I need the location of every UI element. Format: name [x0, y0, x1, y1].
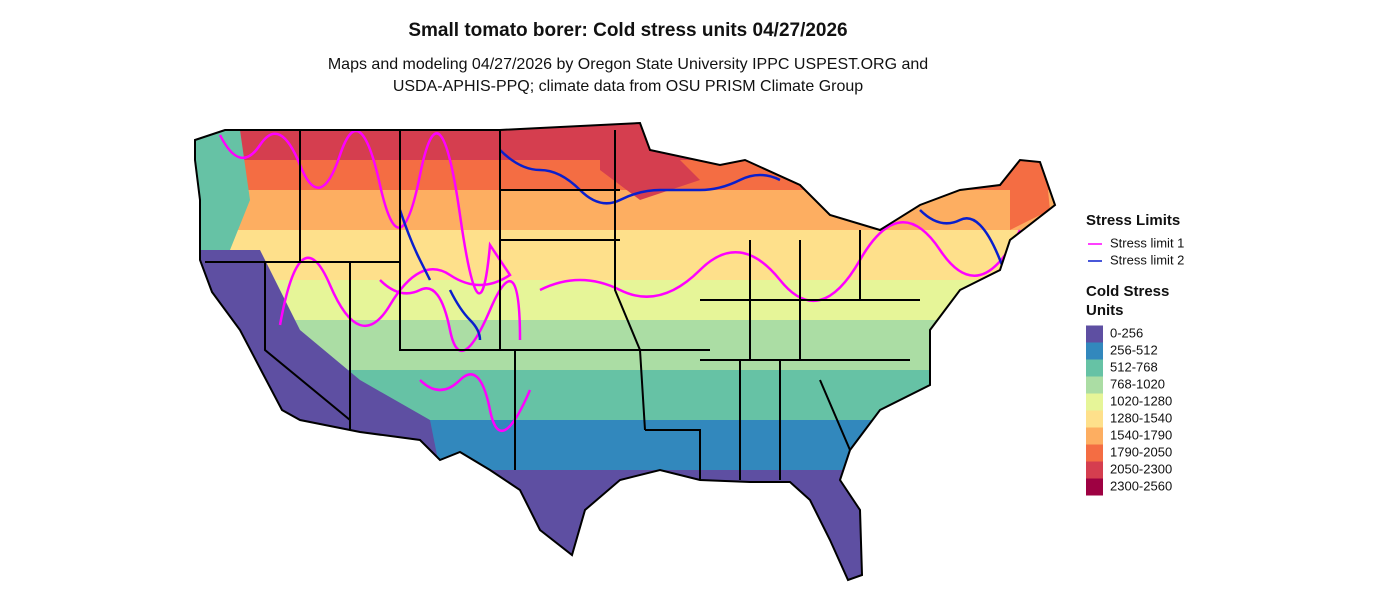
map-band: [600, 125, 700, 200]
map-band: [195, 420, 1055, 470]
legend-swatch: [1086, 478, 1103, 496]
map-band: [195, 320, 1055, 370]
legend-label: 2050-2300: [1110, 461, 1172, 476]
legend-label: 2300-2560: [1110, 478, 1172, 493]
legend-swatch: [1086, 359, 1103, 377]
legend-label: 256-512: [1110, 342, 1158, 357]
legend-swatch: [1086, 410, 1103, 428]
subtitle: Maps and modeling 04/27/2026 by Oregon S…: [328, 56, 928, 73]
legend-label: Stress limit 1: [1110, 235, 1184, 250]
legend-swatch: [1086, 376, 1103, 394]
legend-title: Cold Stress: [1086, 283, 1169, 300]
legend-swatch: [1086, 427, 1103, 445]
legend-label: 1020-1280: [1110, 393, 1172, 408]
legend-swatch: [1086, 342, 1103, 360]
legend-label: 768-1020: [1110, 376, 1165, 391]
legend-label: 1280-1540: [1110, 410, 1172, 425]
legend-label: 0-256: [1110, 325, 1143, 340]
map-band: [195, 280, 1055, 320]
legend: Stress Limits Cold Stress Units Stress l…: [1086, 212, 1184, 496]
legend-swatch: [1086, 393, 1103, 411]
map-band: [195, 470, 1055, 580]
legend-label: 1540-1790: [1110, 427, 1172, 442]
legend-swatch: [1086, 461, 1103, 479]
legend-swatch: [1086, 444, 1103, 462]
legend-label: 512-768: [1110, 359, 1158, 374]
map-band: [195, 230, 1055, 280]
map-band: [1010, 160, 1050, 230]
legend-title: Units: [1086, 302, 1124, 319]
contours: [218, 129, 1032, 433]
legend-swatch: [1086, 325, 1103, 343]
title: Small tomato borer: Cold stress units 04…: [408, 20, 847, 41]
legend-label: Stress limit 2: [1110, 252, 1184, 267]
state-borders: [194, 121, 1057, 582]
legend-label: 1790-2050: [1110, 444, 1172, 459]
legend-title: Stress Limits: [1086, 212, 1180, 229]
subtitle: USDA-APHIS-PPQ; climate data from OSU PR…: [393, 78, 863, 95]
